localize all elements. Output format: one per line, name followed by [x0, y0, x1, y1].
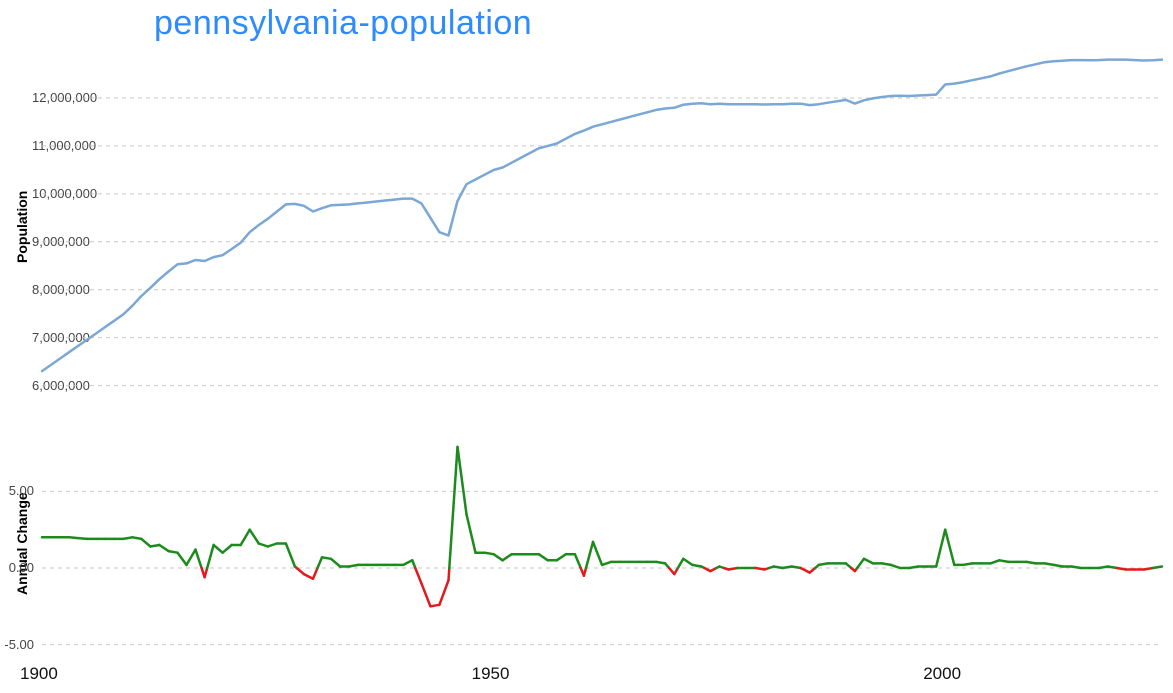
population-line: [42, 60, 1162, 372]
chart-title: pennsylvania-population: [154, 4, 532, 43]
x-tick-label: 2000: [923, 664, 961, 684]
change-line-segments: [42, 447, 1162, 606]
x-tick-label: 1950: [472, 664, 510, 684]
population-gridlines: [42, 98, 1162, 386]
x-tick-label: 1900: [20, 664, 58, 684]
annual-change-chart: [0, 430, 1173, 660]
change-gridlines: [42, 491, 1162, 644]
chart-container: pennsylvania-population Population Annua…: [0, 0, 1173, 693]
population-chart: [0, 50, 1173, 400]
